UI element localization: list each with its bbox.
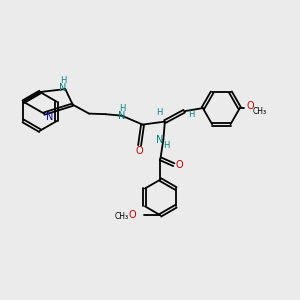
Text: CH₃: CH₃ — [115, 212, 129, 221]
Text: O: O — [136, 146, 143, 156]
Text: N: N — [156, 135, 164, 145]
Text: N: N — [58, 83, 66, 94]
Text: N: N — [46, 112, 53, 122]
Text: O: O — [175, 160, 183, 170]
Text: O: O — [246, 101, 254, 111]
Text: CH₃: CH₃ — [253, 107, 267, 116]
Text: H: H — [188, 110, 195, 119]
Text: H: H — [61, 76, 67, 85]
Text: H: H — [119, 104, 125, 113]
Text: H: H — [163, 141, 170, 150]
Text: N: N — [118, 111, 125, 121]
Text: H: H — [156, 108, 162, 117]
Text: O: O — [129, 210, 136, 220]
